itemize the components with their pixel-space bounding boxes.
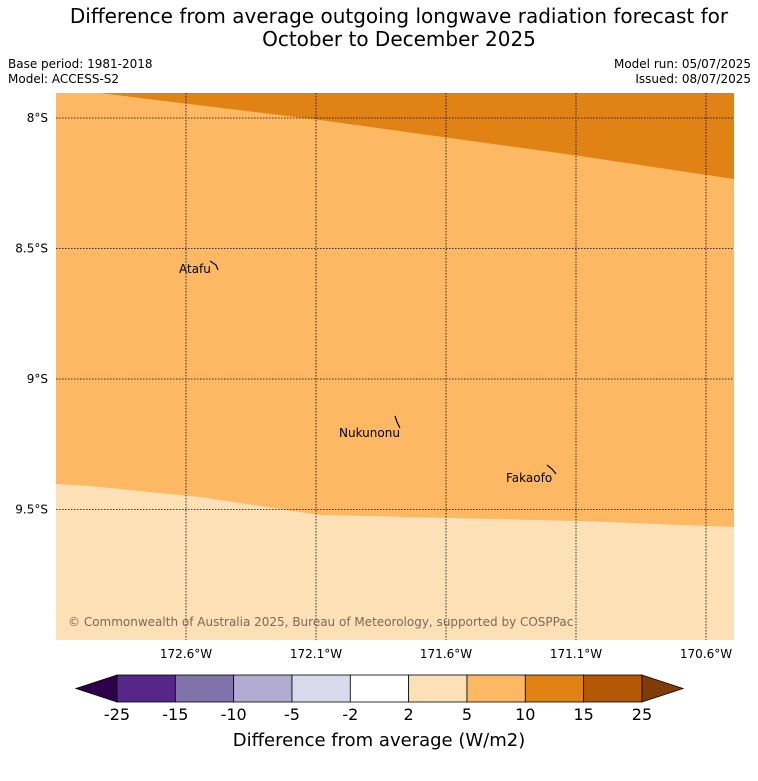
place-label-nukunonu: Nukunonu — [339, 426, 400, 440]
graticule — [56, 93, 734, 640]
latitude-tick-label: 9.5°S — [15, 503, 48, 517]
colorbar-segment — [524, 674, 585, 703]
latitude-labels: 8°S 8.5°S 9°S 9.5°S — [15, 111, 48, 517]
longitude-tick-label: 172.6°W — [160, 647, 212, 661]
longitude-tick-label: 171.6°W — [420, 647, 472, 661]
copyright-text: © Commonwealth of Australia 2025, Bureau… — [68, 615, 573, 629]
colorbar: -25 -15 -10 -5 -2 2 5 10 15 25 — [74, 674, 685, 724]
colorbar-tick-label: -10 — [221, 705, 247, 724]
colorbar-segment — [466, 674, 526, 703]
base-period-text: Base period: 1981-2018 — [8, 57, 153, 71]
latitude-tick-label: 8.5°S — [15, 242, 48, 256]
colorbar-segment — [408, 674, 468, 703]
longitude-tick-label: 172.1°W — [290, 647, 342, 661]
longitude-tick-label: 170.6°W — [680, 647, 732, 661]
colorbar-tick-label: 15 — [573, 705, 593, 724]
title-line-2: October to December 2025 — [262, 27, 536, 51]
title-line-1: Difference from average outgoing longwav… — [69, 4, 729, 28]
colorbar-segment — [233, 674, 293, 703]
chart-title: Difference from average outgoing longwav… — [0, 5, 758, 51]
colorbar-tick-label: -25 — [104, 705, 130, 724]
region-10-to-15 — [100, 93, 734, 179]
colorbar-over-arrow — [641, 674, 685, 703]
colorbar-tick-label: -5 — [284, 705, 300, 724]
fakaofo-island-outline — [546, 464, 557, 475]
latitude-tick-label: 9°S — [27, 372, 48, 386]
colorbar-tick-label: -2 — [342, 705, 358, 724]
latitude-tick-label: 8°S — [27, 111, 48, 125]
atafu-island-outline — [209, 260, 219, 271]
colorbar-tick-label: 25 — [632, 705, 652, 724]
colorbar-tick-label: -15 — [162, 705, 188, 724]
colorbar-segment — [349, 674, 410, 703]
colorbar-label: Difference from average (W/m2) — [232, 730, 526, 751]
colorbar-segment — [116, 674, 176, 703]
colorbar-tick-label: 10 — [515, 705, 535, 724]
colorbar-segment — [291, 674, 351, 703]
colorbar-under-arrow — [74, 674, 118, 703]
place-label-fakaofo: Fakaofo — [506, 471, 552, 485]
meta-left: Base period: 1981-2018 Model: ACCESS-S2 — [8, 57, 153, 87]
longitude-tick-label: 171.1°W — [550, 647, 602, 661]
issued-text: Issued: 08/07/2025 — [635, 72, 751, 86]
nukunonu-island-outline — [394, 415, 401, 429]
model-run-text: Model run: 05/07/2025 — [613, 57, 751, 71]
colorbar-segment — [583, 674, 643, 703]
place-label-atafu: Atafu — [179, 262, 211, 276]
model-text: Model: ACCESS-S2 — [8, 72, 120, 86]
colorbar-tick-label: 5 — [462, 705, 472, 724]
meta-right: Model run: 05/07/2025 Issued: 08/07/2025 — [614, 57, 751, 87]
colorbar-tick-label: 2 — [404, 705, 414, 724]
longitude-labels: 172.6°W 172.1°W 171.6°W 171.1°W 170.6°W — [160, 647, 732, 661]
map-area[interactable] — [56, 93, 734, 640]
region-2-to-5 — [56, 484, 734, 640]
colorbar-segment — [174, 674, 235, 703]
